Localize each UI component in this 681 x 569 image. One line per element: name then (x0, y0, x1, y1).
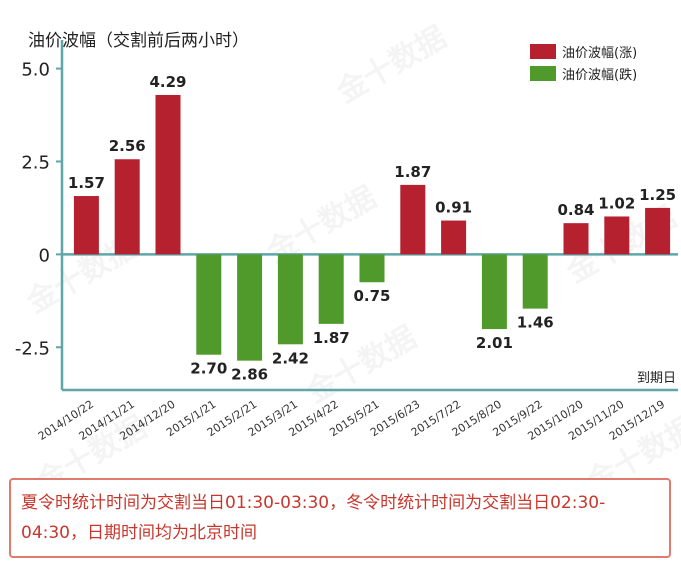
bar (400, 184, 426, 255)
data-label: 2.86 (231, 366, 268, 384)
bar (481, 254, 507, 330)
legend-swatch-down (530, 65, 556, 81)
chart-title: 油价波幅（交割前后两小时） (28, 31, 249, 51)
data-label: 1.25 (639, 186, 676, 204)
bar (277, 254, 303, 345)
data-label: 4.29 (149, 73, 186, 91)
y-tick-label: 0 (39, 245, 50, 266)
bar (155, 94, 181, 255)
legend-swatch-up (530, 43, 556, 59)
data-label: 1.02 (598, 194, 635, 212)
data-label: 1.87 (313, 329, 350, 347)
footnote-box: 夏令时统计时间为交割当日01:30-03:30，冬令时统计时间为交割当日02:3… (9, 478, 671, 558)
legend: 油价波幅(涨) 油价波幅(跌) (530, 40, 637, 84)
x-axis-title: 到期日 (637, 371, 676, 386)
bar (237, 254, 263, 361)
legend-label-down: 油价波幅(跌) (562, 67, 638, 83)
bar (441, 220, 467, 255)
legend-label-up: 油价波幅(涨) (562, 45, 638, 61)
data-label: 0.75 (353, 287, 390, 305)
bar (359, 254, 385, 283)
data-label: 2.70 (190, 360, 227, 378)
footnote-text: 夏令时统计时间为交割当日01:30-03:30，冬令时统计时间为交割当日02:3… (21, 493, 606, 543)
data-label: 1.57 (68, 174, 105, 192)
data-label: 2.01 (476, 334, 513, 352)
y-tick-label: 5.0 (21, 60, 50, 81)
data-label: 2.42 (272, 349, 309, 367)
data-label: 1.87 (394, 163, 431, 181)
bar (645, 207, 671, 255)
legend-item-down: 油价波幅(跌) (530, 62, 637, 84)
y-tick-label: -2.5 (15, 338, 50, 359)
bar (604, 216, 630, 255)
bar (522, 254, 548, 309)
legend-item-up: 油价波幅(涨) (530, 40, 637, 62)
bar (114, 159, 140, 255)
data-label: 1.46 (517, 314, 554, 332)
data-label: 0.91 (435, 199, 472, 217)
bar (73, 196, 99, 255)
bar (563, 223, 589, 255)
bar-chart: 5.02.50-2.51.572014/10/222.562014/11/214… (15, 40, 678, 443)
y-tick-label: 2.5 (21, 152, 50, 173)
data-label: 2.56 (109, 137, 146, 155)
bar (196, 254, 222, 355)
data-label: 0.84 (557, 201, 594, 219)
bar (318, 254, 344, 324)
